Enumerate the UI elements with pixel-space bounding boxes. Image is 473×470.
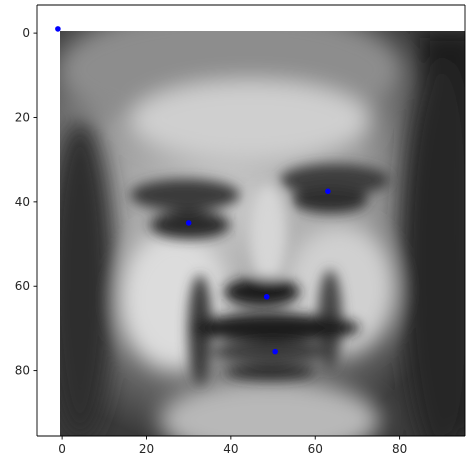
face-image [60, 31, 465, 436]
keypoint-marker [185, 220, 192, 226]
y-axis-ticks: 0 20 40 60 80 [15, 26, 37, 378]
keypoint-marker [325, 188, 331, 195]
y-tick-label: 60 [15, 279, 30, 293]
x-tick-label: 60 [308, 442, 323, 456]
x-tick-label: 0 [58, 442, 66, 456]
y-tick-label: 20 [15, 110, 30, 124]
x-axis-ticks: 0 20 40 60 80 [58, 436, 407, 456]
x-tick-label: 20 [139, 442, 154, 456]
keypoint-marker [55, 26, 61, 32]
axes-frame [36, 4, 466, 437]
keypoint-marker [263, 293, 270, 300]
keypoints [55, 26, 331, 355]
y-tick-label: 0 [22, 26, 30, 40]
y-tick-label: 40 [15, 195, 30, 209]
x-tick-label: 80 [392, 442, 407, 456]
keypoint-marker [272, 348, 278, 355]
x-tick-label: 40 [223, 442, 238, 456]
y-tick-label: 80 [15, 364, 30, 378]
